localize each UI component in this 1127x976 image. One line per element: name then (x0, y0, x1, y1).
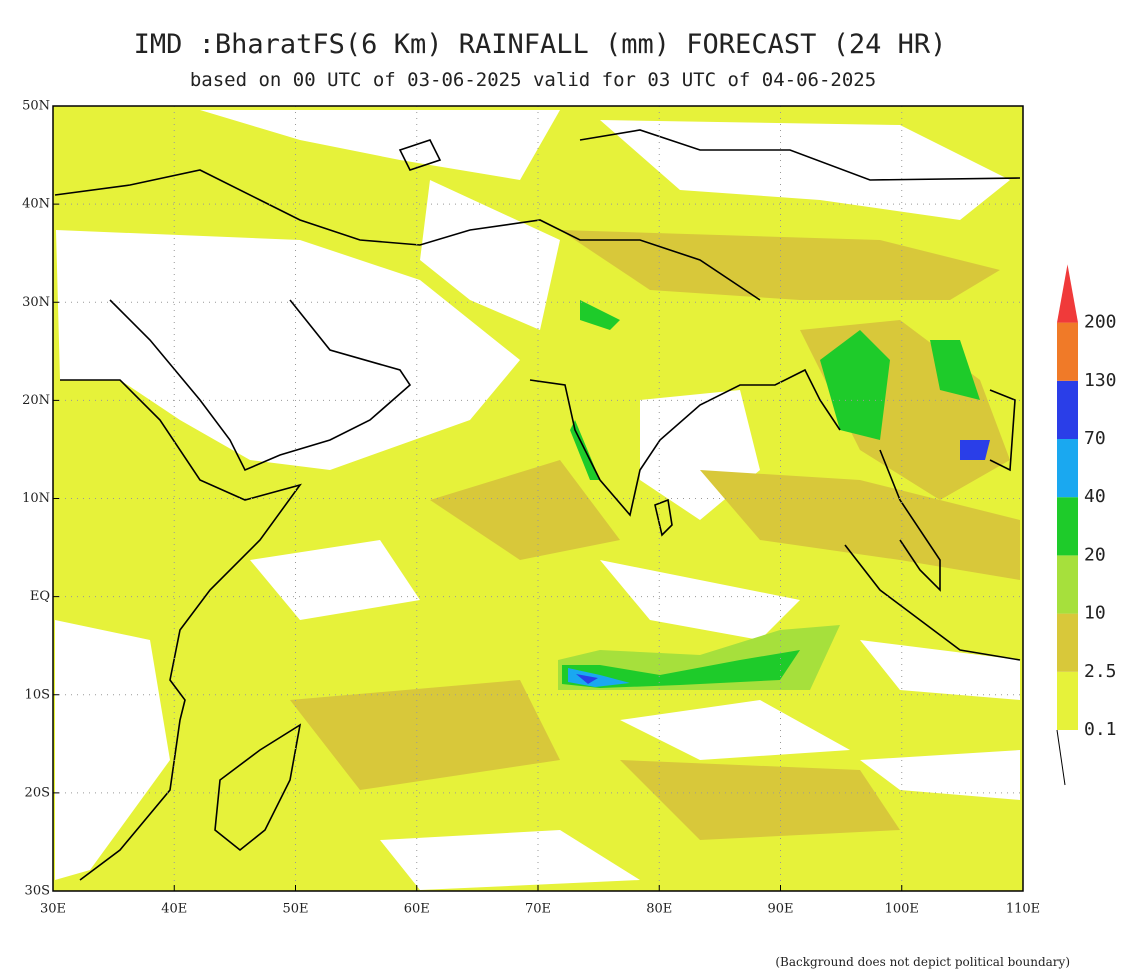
colorbar-label: 130 (1084, 370, 1117, 391)
lon-tick-label: 40E (161, 902, 187, 917)
lat-tick-label: 10S (25, 687, 50, 702)
lon-tick-label: 100E (885, 902, 919, 917)
lon-tick-label: 110E (1006, 902, 1040, 917)
colorbar-tail (1056, 729, 1066, 786)
colorbar-segment (1057, 439, 1078, 498)
colorbar-label: 200 (1084, 312, 1117, 333)
colorbar: 0.1 2.5 10 20 40 70 130 200 (1056, 264, 1117, 786)
colorbar-segment (1057, 613, 1078, 672)
lat-tick-label: 20N (22, 393, 50, 408)
colorbar-label: 0.1 (1084, 719, 1117, 740)
coastlines (54, 129, 1021, 881)
colorbar-label: 10 (1084, 603, 1106, 624)
light-rain-areas (290, 230, 1020, 840)
lat-tick-label: 40N (22, 197, 50, 212)
colorbar-segment (1057, 264, 1078, 323)
colorbar-label: 40 (1084, 486, 1106, 507)
colorbar-segment (1057, 497, 1078, 556)
colorbar-label: 20 (1084, 544, 1106, 565)
colorbar-segment (1057, 555, 1078, 614)
no-rain-areas (55, 110, 1020, 890)
lat-tick-label: 10N (22, 491, 50, 506)
lon-tick-label: 60E (404, 902, 430, 917)
map-subtitle: based on 00 UTC of 03-06-2025 valid for … (190, 69, 876, 91)
lon-tick-label: 30E (40, 902, 66, 917)
lon-tick-label: 70E (525, 902, 551, 917)
colorbar-segment (1057, 322, 1078, 381)
lat-tick-label: 30S (25, 884, 50, 899)
lat-tick-label: 30N (22, 295, 50, 310)
map-frame (52, 105, 1024, 892)
lat-tick-label: 50N (22, 99, 50, 114)
colorbar-label: 2.5 (1084, 661, 1117, 682)
colorbar-segment (1057, 671, 1078, 730)
map-area (52, 105, 1024, 892)
map-title: IMD :BharatFS(6 Km) RAINFALL (mm) FORECA… (134, 29, 947, 60)
footnote: (Background does not depict political bo… (775, 955, 1070, 969)
colorbar-segment (1057, 380, 1078, 439)
colorbar-label: 70 (1084, 428, 1106, 449)
lon-tick-label: 90E (767, 902, 793, 917)
lon-tick-label: 80E (646, 902, 672, 917)
lon-tick-label: 50E (282, 902, 308, 917)
lat-tick-label: EQ (30, 589, 50, 604)
lat-tick-label: 20S (25, 785, 50, 800)
